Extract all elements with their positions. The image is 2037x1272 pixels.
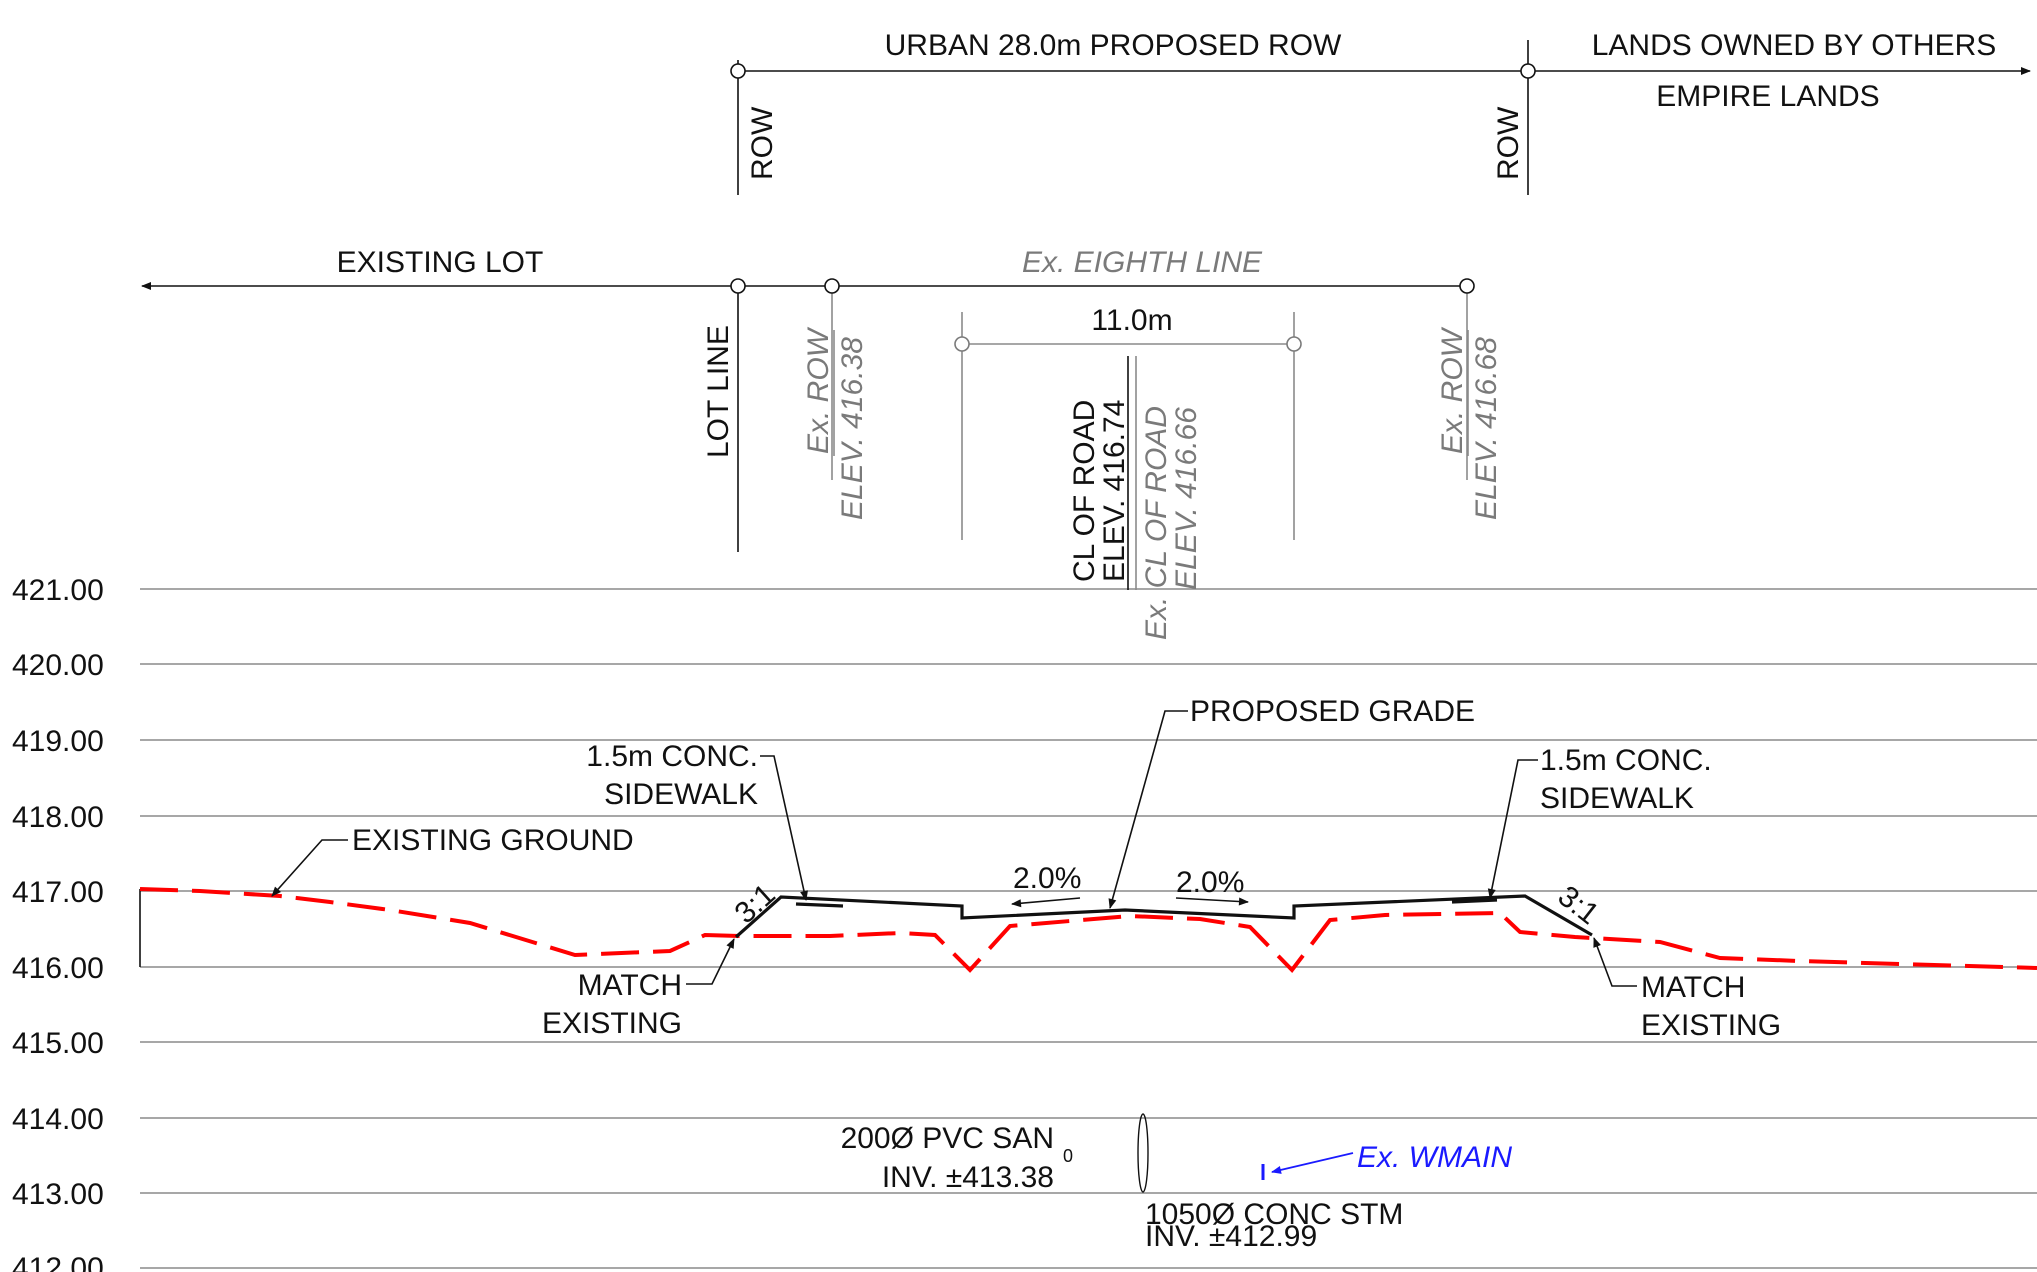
sidewalk-left-label-2: SIDEWALK (604, 778, 758, 811)
proposed-grade-line (734, 894, 1593, 939)
elev-label-412: 412.00 (12, 1252, 104, 1272)
row-left-node (730, 63, 746, 79)
row-right-node (1520, 63, 1536, 79)
elev-label-414: 414.00 (12, 1103, 104, 1136)
elev-label-417: 417.00 (12, 876, 104, 909)
proposed-row-label: URBAN 28.0m PROPOSED ROW (885, 29, 1342, 62)
elev-label-415: 415.00 (12, 1027, 104, 1060)
elev-label-413: 413.00 (12, 1178, 104, 1211)
eighth-line-label: Ex. EIGHTH LINE (1022, 246, 1263, 279)
sanitary-pipe-marker: 0 (1063, 1146, 1073, 1166)
elev-label-421: 421.00 (12, 574, 104, 607)
sidewalk-right-label-2: SIDEWALK (1540, 782, 1694, 815)
proposed-grade-leader (1108, 710, 1188, 909)
watermain-label: Ex. WMAIN (1357, 1141, 1512, 1174)
road-right-node (1286, 336, 1302, 352)
slope-left-label: 2.0% (1013, 862, 1081, 895)
row-right-label: ROW (1492, 106, 1525, 180)
sidewalk-left-label-1: 1.5m CONC. (586, 740, 758, 773)
elev-label-418: 418.00 (12, 801, 104, 834)
ex-cl-road-elev: ELEV. 416.66 (1170, 407, 1203, 590)
annotations: PROPOSED GRADE EXISTING GROUND 1.5m CONC… (271, 695, 1781, 1042)
match-right-leader (1593, 937, 1637, 987)
cl-road-label: CL OF ROAD (1068, 400, 1101, 582)
ex-row-left-elev: ELEV. 416.38 (836, 337, 869, 520)
lot-line-label: LOT LINE (702, 325, 735, 458)
match-right-label-1: MATCH (1641, 971, 1745, 1004)
storm-label-2: INV. ±412.99 (1145, 1220, 1317, 1253)
match-left-label-1: MATCH (578, 969, 682, 1002)
road-left-node (954, 336, 970, 352)
ex-row-right-node (1459, 278, 1475, 294)
road-width-label: 11.0m (1091, 304, 1172, 337)
existing-ground-leader (271, 839, 348, 897)
sidewalk-left-slab (795, 902, 844, 908)
existing-ground-line (139, 887, 2037, 974)
sanitary-label-2: INV. ±413.38 (882, 1161, 1054, 1194)
match-left-leader (686, 938, 735, 985)
elev-label-419: 419.00 (12, 725, 104, 758)
sanitary-label-1: 200Ø PVC SAN (841, 1122, 1054, 1155)
elev-label-420: 420.00 (12, 649, 104, 682)
slope-left-arrow (1011, 897, 1081, 908)
lands-owned-label: LANDS OWNED BY OTHERS (1592, 29, 1997, 62)
proposed-row-dimension: URBAN 28.0m PROPOSED ROW LANDS OWNED BY … (730, 29, 2031, 195)
proposed-grade-label: PROPOSED GRADE (1190, 695, 1475, 728)
side-slope-right-label: 3:1 (1552, 880, 1605, 932)
watermain-leader (1271, 1152, 1354, 1174)
cl-road-elev: ELEV. 416.74 (1098, 400, 1131, 582)
utilities: 200Ø PVC SAN INV. ±413.38 0 1050Ø CONC S… (841, 1113, 1512, 1253)
match-left-label-2: EXISTING (542, 1007, 682, 1040)
storm-label-1: 1050Ø CONC STM (1145, 1198, 1403, 1231)
ex-row-right-label: Ex. ROW (1436, 326, 1469, 454)
ex-row-left-node (824, 278, 840, 294)
road-width-dimension: 11.0m CL OF ROAD ELEV. 416.74 Ex. CL OF … (954, 304, 1302, 640)
row-left-label: ROW (746, 106, 779, 180)
existing-lot-label: EXISTING LOT (337, 246, 544, 279)
slope-right-arrow (1175, 897, 1249, 906)
elevation-labels: 421.00 420.00 419.00 418.00 417.00 416.0… (12, 574, 104, 1272)
elevation-grid (139, 588, 2037, 1269)
match-right-label-2: EXISTING (1641, 1009, 1781, 1042)
storm-pipe-symbol (1137, 1113, 1149, 1193)
sidewalk-right-label-1: 1.5m CONC. (1540, 744, 1712, 777)
sidewalk-right-leader (1487, 759, 1538, 899)
existing-ground-label: EXISTING GROUND (352, 824, 634, 857)
sidewalk-right-slab (1451, 898, 1498, 904)
ex-row-left-label: Ex. ROW (802, 326, 835, 454)
side-slope-left-label: 3:1 (729, 878, 782, 930)
sidewalk-left-leader (760, 755, 808, 901)
empire-lands-label: EMPIRE LANDS (1656, 80, 1879, 113)
ex-cl-road-label: Ex. CL OF ROAD (1140, 406, 1173, 640)
slope-right-label: 2.0% (1176, 866, 1244, 899)
ex-row-right-elev: ELEV. 416.68 (1470, 337, 1503, 520)
lot-line-node (730, 278, 746, 294)
existing-lot-dimension: EXISTING LOT Ex. EIGHTH LINE LOT LINE Ex… (141, 246, 1503, 552)
elev-label-416: 416.00 (12, 952, 104, 985)
